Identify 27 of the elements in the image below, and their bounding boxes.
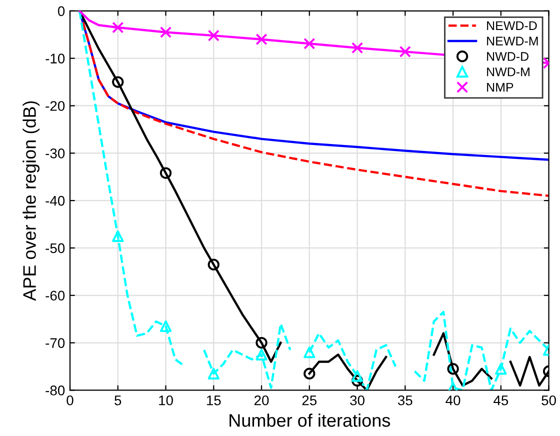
x-tick-label: 0: [66, 395, 74, 406]
x-tick-label: 30: [350, 395, 364, 406]
x-tick-label: 25: [302, 395, 317, 406]
x-tick-label: 45: [494, 396, 508, 406]
y-tick-label: -40: [46, 196, 65, 206]
y-tick-label: 0: [58, 6, 65, 16]
x-axis-title: Number of iterations: [230, 414, 390, 427]
x-tick-label: 5: [114, 396, 122, 406]
legend-label: NMP: [487, 82, 514, 92]
y-tick-label: -80: [46, 386, 65, 396]
legend-label: NWD-D: [487, 52, 528, 61]
y-axis-title: APE over the region (dB): [22, 101, 40, 301]
y-tick-label: -70: [46, 338, 65, 348]
x-tick-label: 15: [206, 396, 221, 406]
y-tick-label: -60: [46, 290, 65, 301]
y-tick-label: -50: [46, 243, 65, 254]
x-tick-label: 35: [398, 395, 412, 406]
legend-label: NEWD-D: [487, 21, 537, 30]
x-tick-label: 10: [159, 395, 173, 406]
y-tick-label: -10: [46, 54, 65, 64]
x-tick-label: 20: [254, 395, 269, 406]
x-tick-label: 50: [542, 395, 556, 406]
y-tick-label: -20: [46, 101, 65, 111]
legend-label: NEWD-M: [487, 36, 538, 46]
legend-label: NWD-M: [487, 68, 530, 76]
x-tick-label: 40: [446, 395, 460, 406]
y-tick-label: -30: [46, 148, 65, 158]
